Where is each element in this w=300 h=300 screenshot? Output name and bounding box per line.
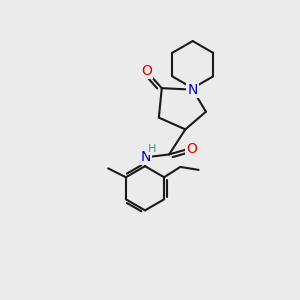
- Text: N: N: [188, 82, 198, 97]
- Text: H: H: [148, 144, 156, 154]
- Text: O: O: [186, 142, 197, 155]
- Text: O: O: [141, 64, 152, 78]
- Text: N: N: [140, 150, 151, 164]
